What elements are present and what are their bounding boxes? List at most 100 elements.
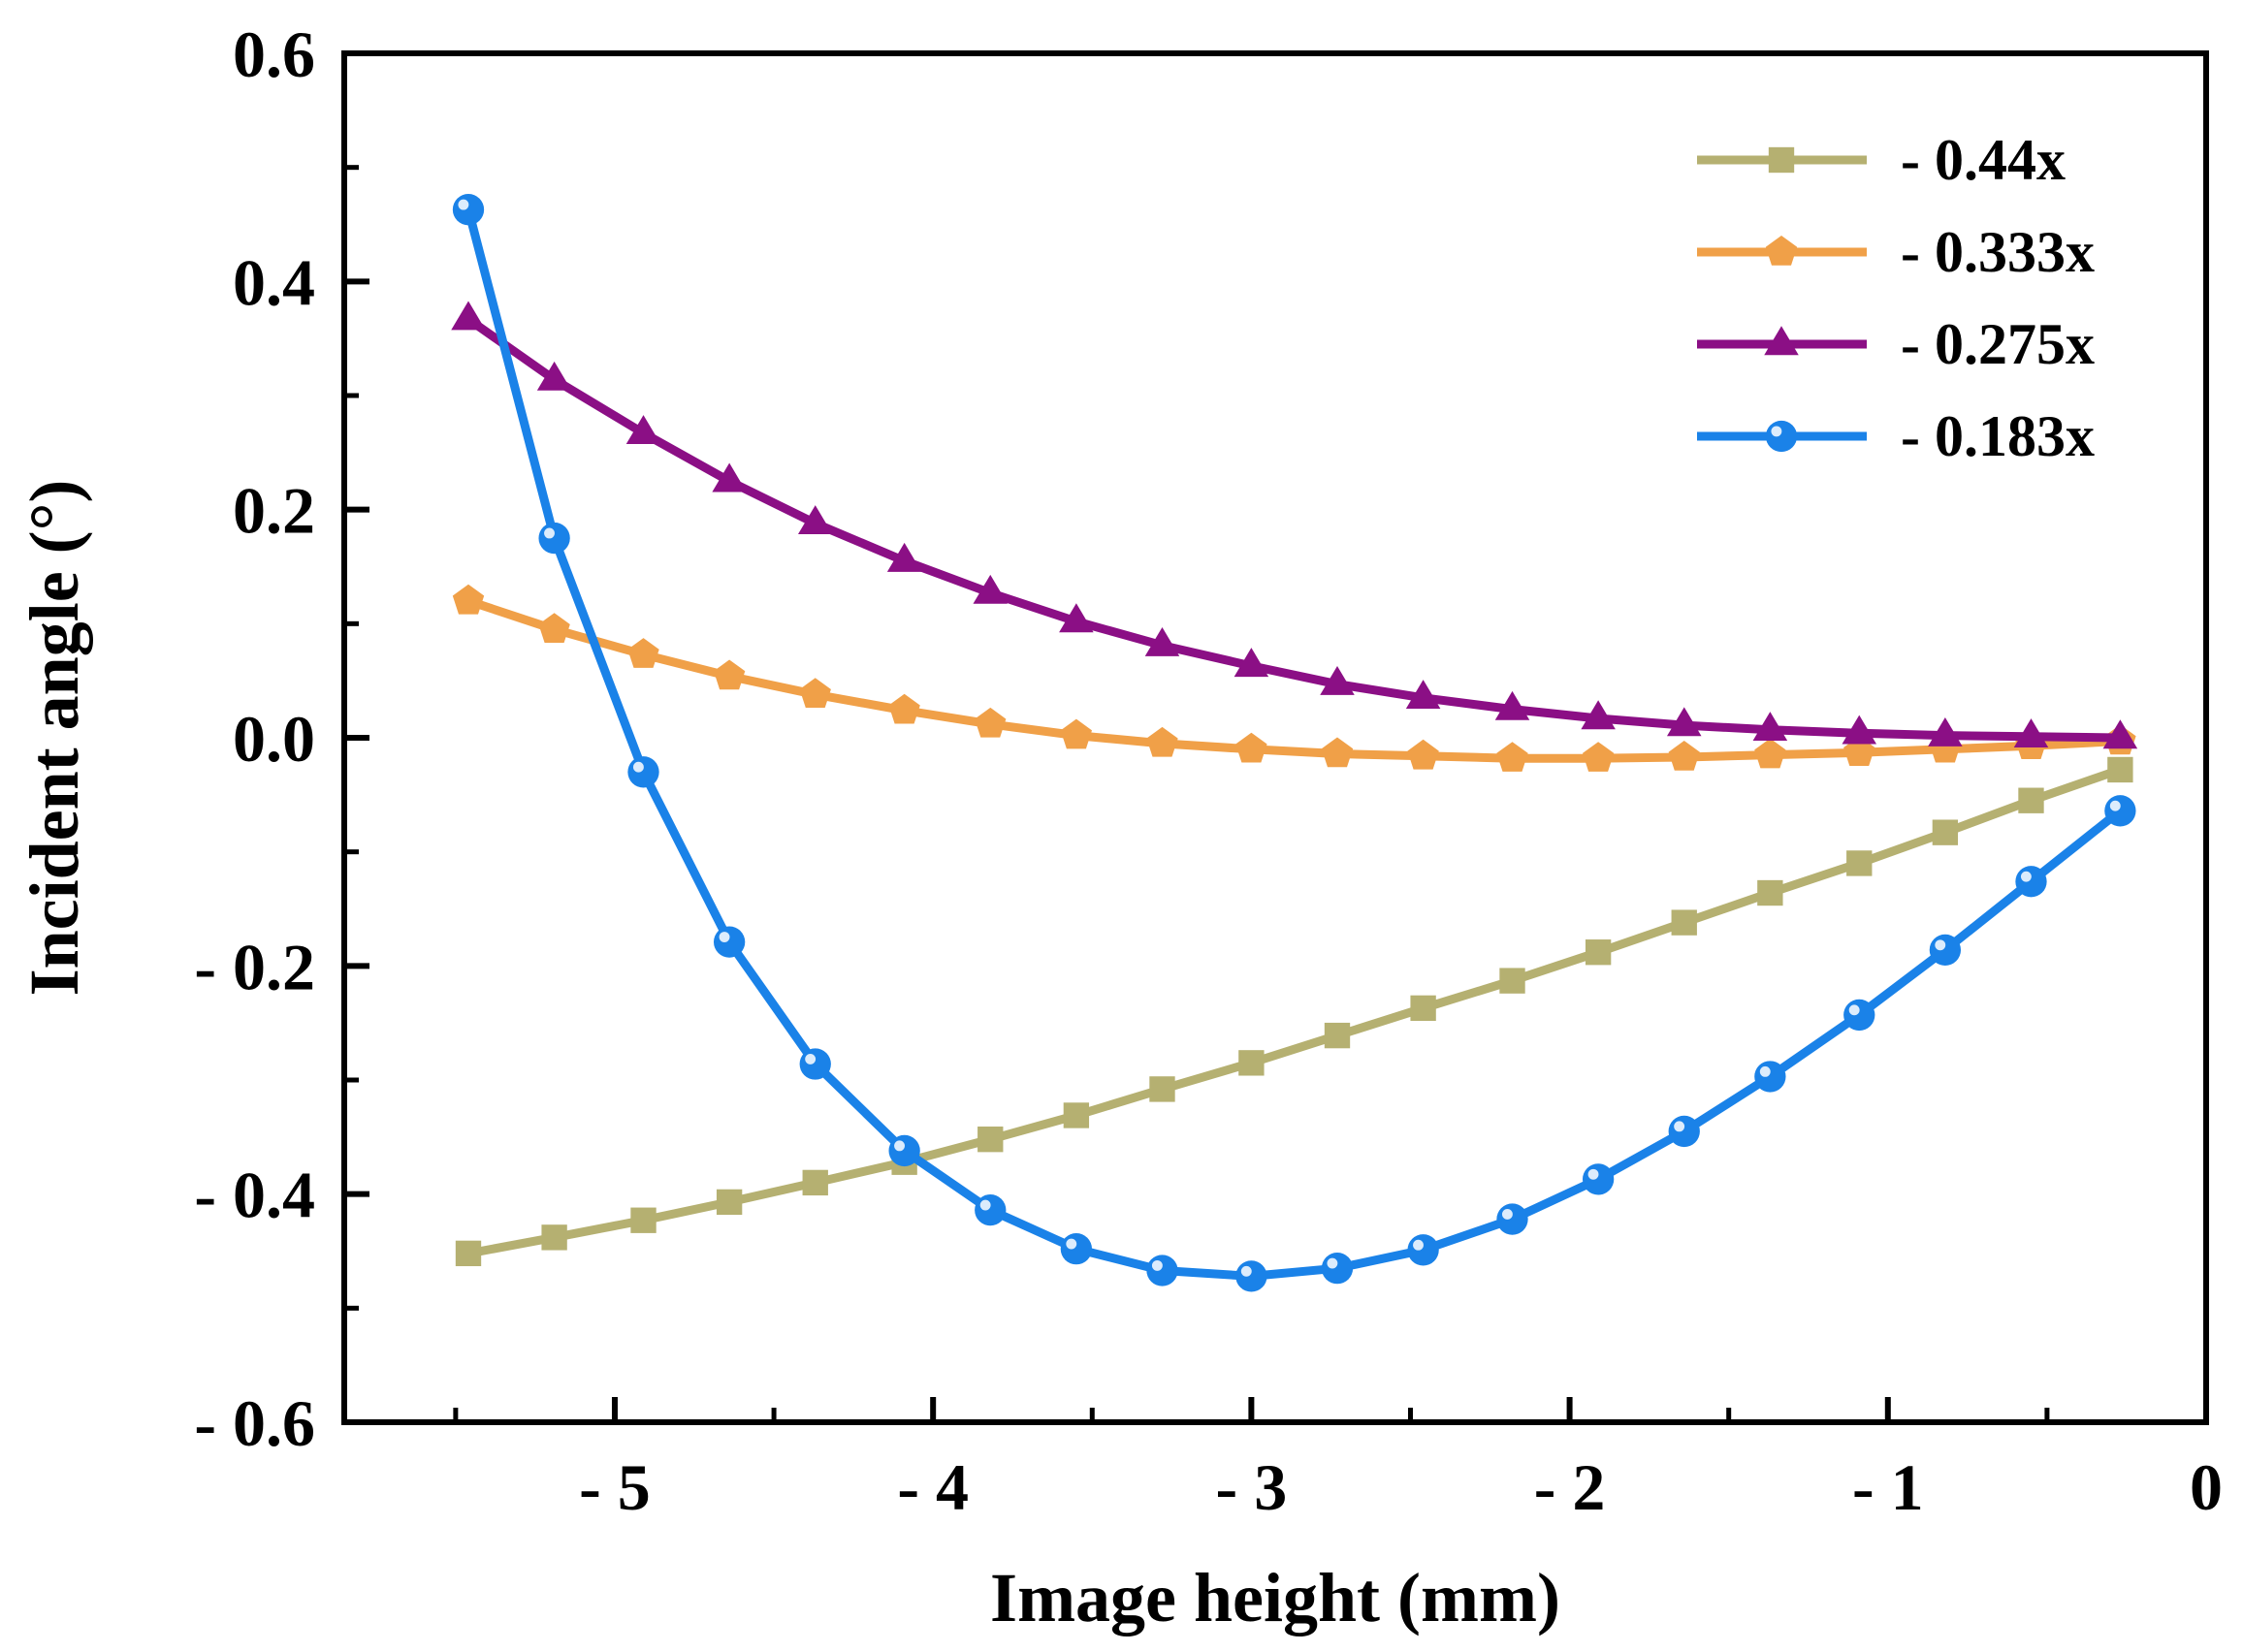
data-point xyxy=(1932,819,1959,845)
data-point xyxy=(627,756,659,788)
x-axis-label: Image height (mm) xyxy=(990,1559,1560,1636)
data-point-highlight xyxy=(1151,1259,1163,1271)
data-point xyxy=(1585,939,1612,966)
y-tick-label: 0.0 xyxy=(233,702,315,776)
series-1 xyxy=(455,756,2133,1267)
data-point xyxy=(1842,715,1877,745)
data-point-highlight xyxy=(1848,1004,1860,1016)
x-tick-label: - 2 xyxy=(1534,1450,1606,1524)
series-line xyxy=(464,208,2124,1281)
y-tick-label: - 0.2 xyxy=(194,930,315,1003)
series-4 xyxy=(452,194,2136,1292)
y-tick-label: 0.6 xyxy=(233,17,315,91)
data-point xyxy=(1846,850,1873,876)
data-point xyxy=(1324,1022,1351,1049)
data-point xyxy=(1929,934,1962,967)
y-tick-label: 0.2 xyxy=(233,474,315,548)
data-point xyxy=(455,1240,482,1267)
data-point-highlight xyxy=(2020,871,2032,882)
data-point xyxy=(1060,718,1092,749)
legend-item: - 0.275x xyxy=(1697,312,2095,376)
data-point xyxy=(1320,665,1355,695)
legend-marker xyxy=(1765,236,1798,266)
data-point xyxy=(1757,879,1783,906)
data-point xyxy=(975,1193,1007,1226)
data-point xyxy=(1410,995,1436,1022)
data-point-highlight xyxy=(632,761,644,773)
data-point xyxy=(1321,1253,1354,1285)
data-point xyxy=(2015,866,2047,898)
data-point xyxy=(714,659,746,690)
data-point xyxy=(1668,741,1700,771)
data-point xyxy=(2107,756,2133,783)
series-2 xyxy=(452,584,2136,772)
data-point xyxy=(452,584,485,615)
data-point xyxy=(977,1127,1004,1153)
data-point xyxy=(1149,1076,1175,1102)
data-point xyxy=(888,1134,920,1167)
legend-marker-highlight xyxy=(1771,426,1782,437)
data-point xyxy=(2013,718,2049,748)
data-point xyxy=(1146,726,1178,757)
data-point xyxy=(712,462,747,492)
data-point xyxy=(886,542,922,572)
data-point xyxy=(973,574,1009,604)
data-point xyxy=(1496,742,1528,772)
x-tick-label: - 5 xyxy=(579,1450,651,1524)
data-point xyxy=(538,613,570,643)
data-point-highlight xyxy=(544,527,555,539)
series-line xyxy=(467,765,2122,1258)
data-point xyxy=(625,415,661,445)
data-point xyxy=(1843,999,1875,1032)
x-tick-label: - 3 xyxy=(1216,1450,1288,1524)
series-3 xyxy=(451,301,2138,749)
legend-marker xyxy=(1765,420,1798,453)
legend-label: - 0.183x xyxy=(1901,404,2095,468)
data-point-highlight xyxy=(1327,1257,1338,1269)
data-point xyxy=(1321,737,1354,768)
data-point xyxy=(1407,739,1439,770)
data-point xyxy=(1238,1050,1265,1076)
data-point-highlight xyxy=(1240,1265,1252,1277)
data-point xyxy=(1581,700,1616,730)
x-tick-label: - 4 xyxy=(897,1450,969,1524)
data-point xyxy=(1671,909,1697,936)
y-axis-label: Incident angle (°) xyxy=(16,480,93,997)
y-tick-label: - 0.4 xyxy=(194,1159,315,1232)
data-point-highlight xyxy=(1587,1168,1599,1180)
y-tick-label: 0.4 xyxy=(233,245,315,319)
legend-marker xyxy=(1764,326,1799,356)
data-point xyxy=(797,505,833,535)
data-point xyxy=(799,1048,831,1080)
data-point xyxy=(1754,738,1786,769)
data-point xyxy=(541,1224,567,1251)
x-tick-label: - 1 xyxy=(1852,1450,1924,1524)
data-point xyxy=(1235,1260,1267,1292)
legend-item: - 0.44x xyxy=(1697,128,2066,192)
data-point xyxy=(713,926,746,958)
data-point-highlight xyxy=(894,1140,905,1152)
data-point xyxy=(1666,707,1702,737)
data-point xyxy=(1582,1163,1615,1195)
legend-label: - 0.333x xyxy=(1901,220,2095,284)
data-point xyxy=(2104,795,2136,827)
data-point-highlight xyxy=(1501,1209,1513,1220)
data-point-highlight xyxy=(458,199,469,210)
ticks-layer: - 5 - 4 - 3 - 2 - 1 0 0.6 0.4 0.2 0.0 - 0.2 - 0.4 - … xyxy=(194,17,2223,1524)
data-point-highlight xyxy=(1066,1238,1077,1250)
data-point-highlight xyxy=(2109,800,2121,811)
data-point xyxy=(888,693,920,724)
legend: - 0.44x - 0.333x - 0.275x - 0.183x xyxy=(1697,128,2095,468)
series-line xyxy=(466,596,2121,763)
legend-item: - 0.183x xyxy=(1697,404,2095,468)
legend-label: - 0.44x xyxy=(1901,128,2066,192)
y-tick-label: - 0.6 xyxy=(194,1386,315,1460)
data-point xyxy=(1494,690,1530,720)
data-point xyxy=(536,361,572,391)
data-point xyxy=(799,678,831,708)
data-point xyxy=(1928,716,1963,747)
data-point xyxy=(1583,742,1615,772)
data-point xyxy=(1496,1203,1528,1235)
